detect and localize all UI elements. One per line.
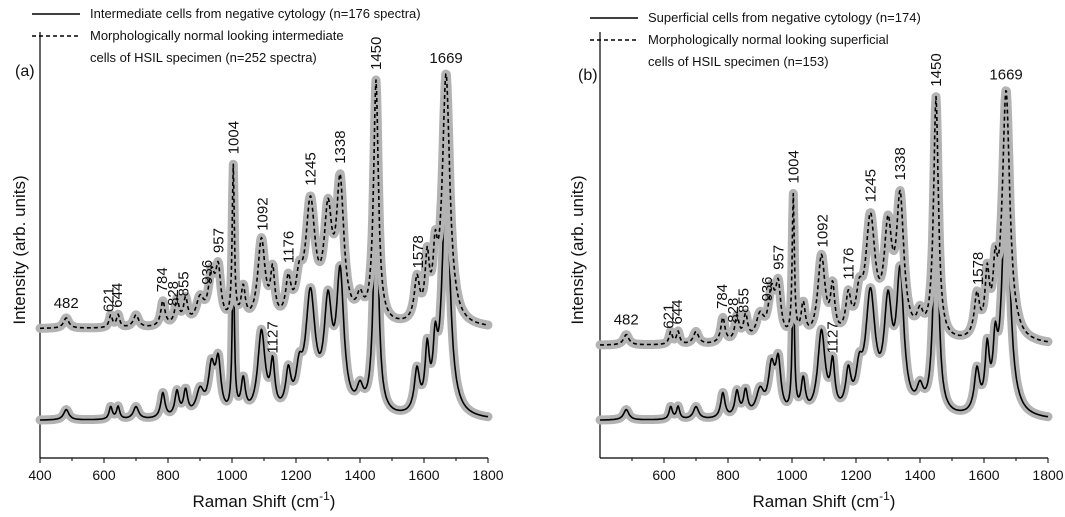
x-tick-label: 1000 xyxy=(216,467,247,483)
peak-label: 1450 xyxy=(368,37,385,70)
x-axis-title-close: ) xyxy=(330,492,336,511)
peak-label: 936 xyxy=(759,276,776,301)
panel-label: (a) xyxy=(15,63,35,80)
peak-label: 1450 xyxy=(928,53,945,86)
x-tick-label: 600 xyxy=(92,467,116,483)
peak-label: 1578 xyxy=(970,252,987,285)
x-tick-label: 1800 xyxy=(472,467,503,483)
peak-label: 1092 xyxy=(814,214,831,247)
legend-entry: Morphologically normal looking intermedi… xyxy=(90,28,344,43)
x-axis-title-main: Raman Shift (cm xyxy=(753,492,880,511)
x-tick-label: 1000 xyxy=(776,467,807,483)
peak-label: 482 xyxy=(614,312,639,329)
x-tick-label: 1400 xyxy=(344,467,375,483)
x-tick-label: 1200 xyxy=(840,467,871,483)
peak-label: 1127 xyxy=(265,321,282,353)
peak-label: 957 xyxy=(211,228,228,253)
peak-label: 936 xyxy=(199,260,216,285)
x-axis-title: Raman Shift (cm-1) xyxy=(193,489,336,511)
x-tick-label: 800 xyxy=(156,467,180,483)
x-tick-label: 1600 xyxy=(968,467,999,483)
x-tick-label: 400 xyxy=(28,467,52,483)
peak-label: 1245 xyxy=(862,169,879,202)
x-tick-label: 1200 xyxy=(280,467,311,483)
peak-label: 855 xyxy=(735,288,752,313)
peak-label: 1338 xyxy=(892,147,909,180)
peak-label: 1669 xyxy=(989,67,1022,84)
peak-label: 1578 xyxy=(410,235,427,268)
x-tick-label: 1800 xyxy=(1032,467,1063,483)
peak-label: 1245 xyxy=(302,152,319,185)
peak-label: 1669 xyxy=(429,50,462,67)
peak-label: 1176 xyxy=(840,248,857,280)
x-tick-label: 600 xyxy=(652,467,676,483)
peak-label: 957 xyxy=(771,245,788,270)
x-axis-title-sup: -1 xyxy=(879,489,890,503)
peak-label: 1338 xyxy=(332,130,349,163)
panel-label: (b) xyxy=(578,67,598,84)
legend-entry: cells of HSIL specimen (n=153) xyxy=(648,54,829,69)
x-tick-label: 1600 xyxy=(408,467,439,483)
peak-label: 482 xyxy=(54,295,79,312)
x-axis-title-sup: -1 xyxy=(319,489,330,503)
peak-label: 1127 xyxy=(825,321,842,353)
y-axis-title: Intensity (arb. units) xyxy=(10,175,29,324)
peak-label: 644 xyxy=(669,299,686,324)
peak-label: 1004 xyxy=(225,121,242,154)
legend-entry: Superficial cells from negative cytology… xyxy=(648,10,921,25)
peak-label: 644 xyxy=(109,283,126,308)
legend-entry: Intermediate cells from negative cytolog… xyxy=(90,6,421,21)
legend-entry: Morphologically normal looking superfici… xyxy=(648,32,889,47)
peak-label: 855 xyxy=(175,271,192,296)
peak-label: 1004 xyxy=(785,150,802,183)
y-axis-title: Intensity (arb. units) xyxy=(568,175,587,324)
peak-label: 1092 xyxy=(254,197,271,230)
x-tick-label: 1400 xyxy=(904,467,935,483)
x-axis-title: Raman Shift (cm-1) xyxy=(753,489,896,511)
legend-entry: cells of HSIL specimen (n=252 spectra) xyxy=(90,50,317,65)
x-axis-title-main: Raman Shift (cm xyxy=(193,492,320,511)
peak-label: 1176 xyxy=(280,231,297,263)
x-tick-label: 800 xyxy=(716,467,740,483)
x-axis-title-close: ) xyxy=(890,492,896,511)
